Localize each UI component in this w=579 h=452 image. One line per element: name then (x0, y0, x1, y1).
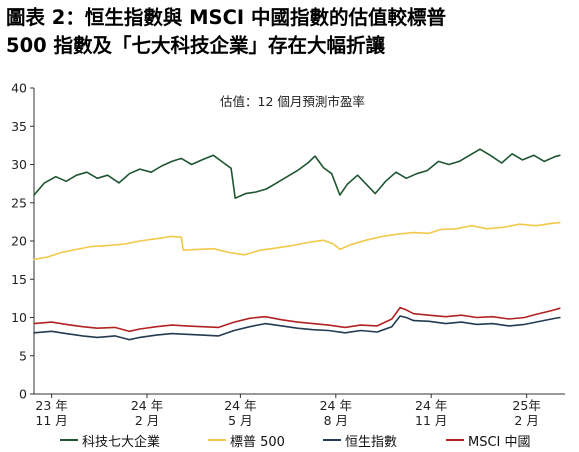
x-tick-label-year: 24 年 (320, 398, 352, 413)
y-tick-label: 20 (11, 234, 27, 249)
legend-label: 標普 500 (230, 434, 285, 450)
legend-swatch (323, 439, 341, 441)
chart-title-line-2: 500 指數及「七大科技企業」存在大幅折讓 (6, 34, 385, 57)
legend-item-3: MSCI 中國 (446, 430, 531, 450)
x-tick-label-year: 25年 (512, 398, 540, 413)
chart-annotation: 估值：12 個月預測市盈率 (220, 94, 365, 109)
series-line-2 (33, 315, 561, 341)
legend-item-1: 標普 500 (208, 430, 285, 450)
y-tick-label: 5 (19, 348, 27, 363)
x-tick-label-year: 23 年 (35, 398, 67, 413)
legend-swatch (208, 439, 226, 441)
y-tick-label: 30 (11, 157, 27, 172)
y-tick-label: 40 (11, 81, 27, 96)
x-tick-label-year: 24 年 (131, 398, 163, 413)
y-tick-label: 35 (11, 119, 27, 134)
legend-item-0: 科技七大企業 (60, 430, 160, 450)
legend-label: MSCI 中國 (468, 434, 531, 450)
series-line-3 (33, 306, 561, 333)
y-tick-label: 10 (11, 310, 27, 325)
x-tick-label-month: 11 月 (415, 413, 447, 428)
legend-swatch (60, 439, 78, 441)
legend-swatch (446, 439, 464, 441)
y-tick-label: 0 (19, 387, 27, 402)
series-line-0 (33, 148, 561, 199)
y-tick-label: 25 (11, 195, 27, 210)
series-line-1 (33, 221, 561, 261)
x-tick-label-year: 24 年 (224, 398, 256, 413)
series-lines (33, 148, 561, 341)
x-tick-label-month: 11 月 (35, 413, 67, 428)
legend: 科技七大企業 標普 500 恒生指數 MSCI 中國 (0, 430, 579, 450)
x-tick-label-year: 24 年 (415, 398, 447, 413)
x-tick-label-month: 8 月 (324, 413, 348, 428)
legend-label: 恒生指數 (345, 434, 398, 450)
legend-item-2: 恒生指數 (323, 430, 397, 450)
legend-label: 科技七大企業 (82, 434, 161, 450)
chart-title: 圖表 2：恒生指數與 MSCI 中國指數的估值較標普 500 指數及「七大科技企… (6, 4, 574, 60)
y-tick-label: 15 (11, 272, 27, 287)
chart-title-line-1: 圖表 2：恒生指數與 MSCI 中國指數的估值較標普 (6, 6, 446, 29)
x-tick-label-month: 5 月 (228, 413, 252, 428)
x-tick-label-month: 2 月 (514, 413, 538, 428)
x-tick-label-month: 2 月 (135, 413, 159, 428)
